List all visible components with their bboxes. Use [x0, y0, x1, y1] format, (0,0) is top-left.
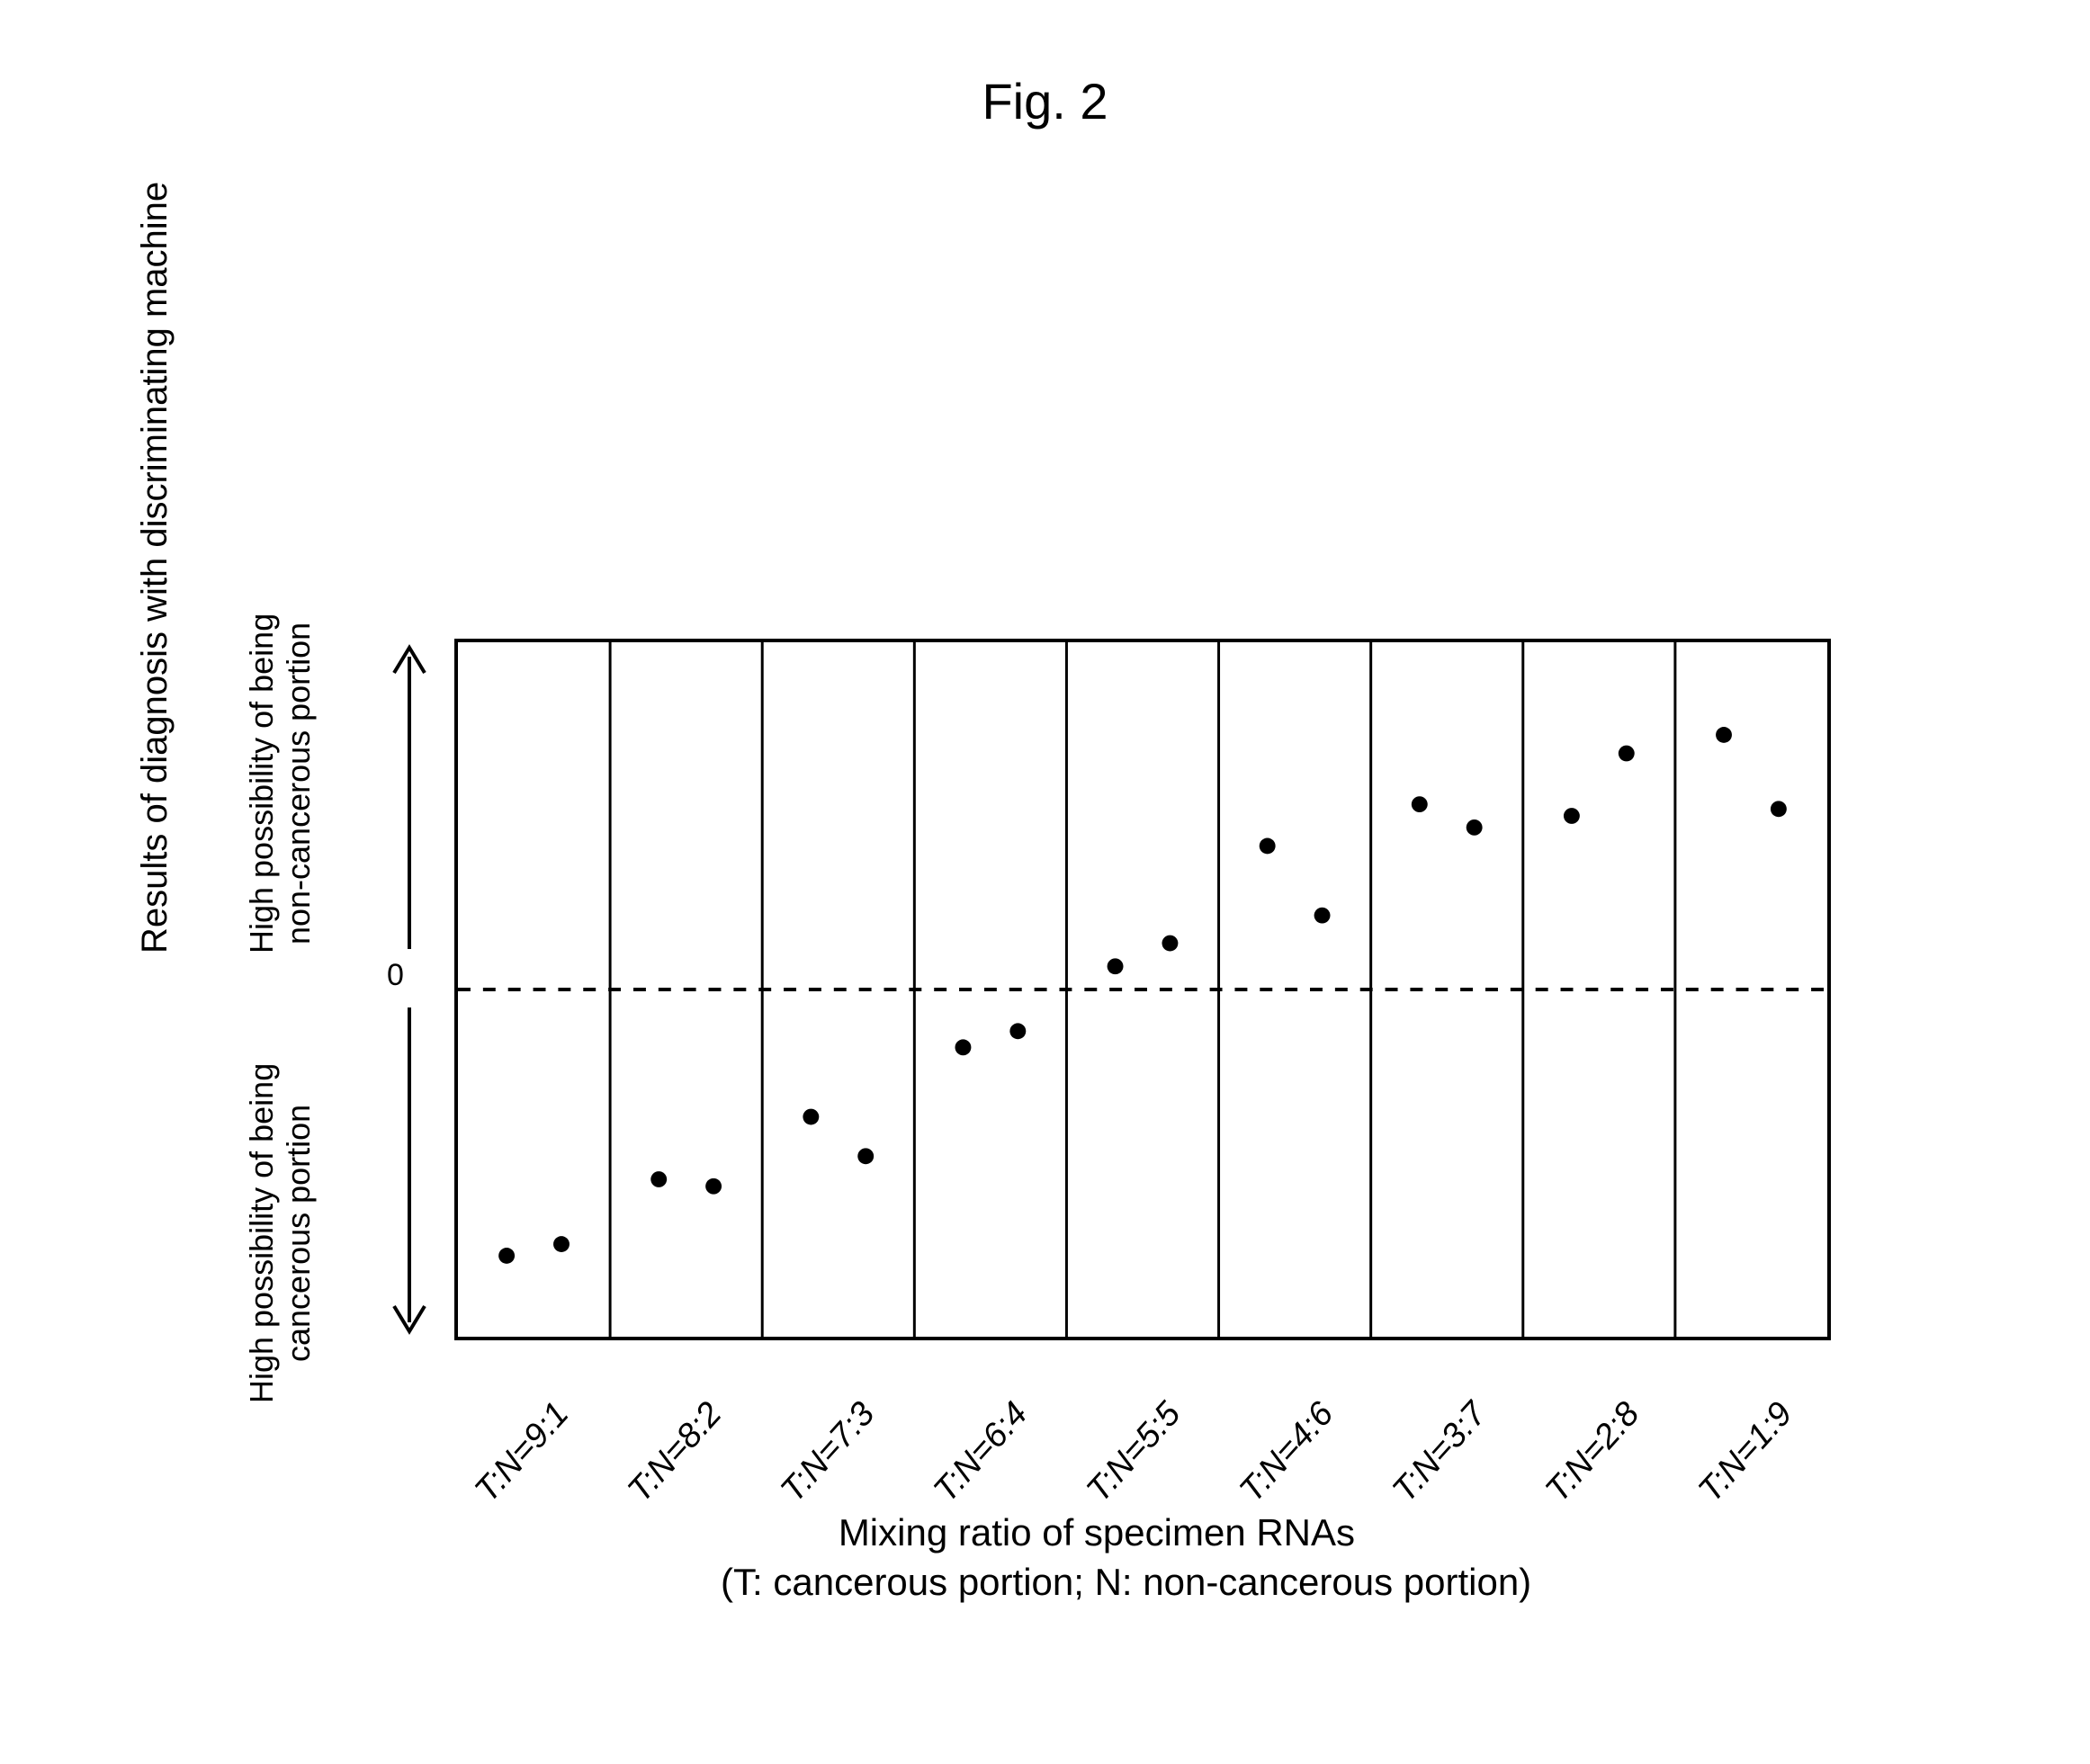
axis-arrow-down-icon [387, 1007, 432, 1340]
x-tick-label: T:N=1:9 [1691, 1395, 1800, 1510]
figure-title: Fig. 2 [982, 72, 1108, 130]
y-axis-label-top-text: High possibility of beingnon-cancerous p… [243, 613, 317, 954]
x-tick-label: T:N=6:4 [927, 1395, 1036, 1510]
x-axis-title: Mixing ratio of specimen RNAs [839, 1511, 1355, 1554]
x-tick-label: T:N=8:2 [621, 1395, 730, 1510]
page: Fig. 2 Results of diagnosis with discrim… [0, 0, 2090, 1764]
y-axis-zero-label: 0 [387, 958, 404, 993]
y-axis-label-top: High possibility of beingnon-cancerous p… [243, 613, 318, 954]
x-axis-subtitle: (T: cancerous portion; N: non-cancerous … [721, 1561, 1531, 1604]
x-tick-label: T:N=7:3 [774, 1395, 883, 1510]
x-tick-label: T:N=5:5 [1080, 1395, 1189, 1510]
x-tick-label: T:N=3:7 [1386, 1395, 1494, 1510]
y-axis-label-bottom-text: High possibility of beingcancerous porti… [243, 1063, 317, 1403]
axis-arrow-up-icon [387, 639, 432, 949]
y-axis-outer-title: Results of diagnosis with discriminating… [135, 182, 175, 954]
y-axis-label-bottom: High possibility of beingcancerous porti… [243, 1063, 318, 1403]
x-tick-label: T:N=4:6 [1233, 1395, 1341, 1510]
scatter-plot-svg [458, 642, 1827, 1337]
scatter-plot [454, 639, 1831, 1340]
x-tick-label: T:N=9:1 [468, 1395, 577, 1510]
x-tick-label: T:N=2:8 [1538, 1395, 1647, 1510]
